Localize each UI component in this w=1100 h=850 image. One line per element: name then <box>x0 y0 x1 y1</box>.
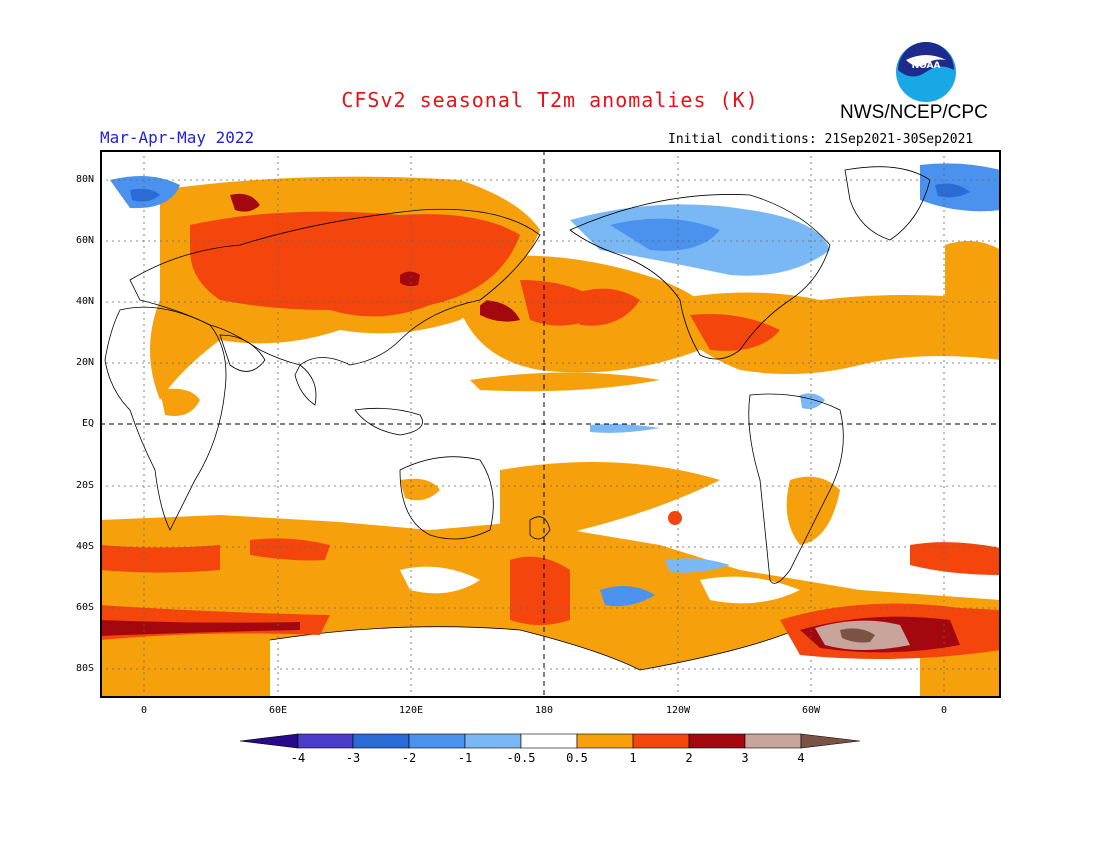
lat-label: 80N <box>75 174 94 185</box>
coastlines <box>104 166 931 584</box>
map-frame <box>100 150 1001 698</box>
colorbar-cell <box>408 733 466 749</box>
noaa-logo: NOAA <box>896 42 956 102</box>
lat-label: 60S <box>75 602 94 613</box>
colorbar-cell <box>576 733 634 749</box>
equator-dateline <box>100 150 1001 698</box>
lat-label: 40N <box>75 296 94 307</box>
colorbar-cell-gt4 <box>800 733 861 749</box>
season-label: Mar-Apr-May 2022 <box>100 128 255 147</box>
lat-label: 40S <box>75 541 94 552</box>
colorbar-cell <box>520 733 578 749</box>
colorbar <box>240 733 861 749</box>
lat-label: 80S <box>75 663 94 674</box>
colorbar-cell <box>744 733 802 749</box>
colorbar-label: -0.5 <box>506 751 536 765</box>
colorbar-cell-lt-neg4 <box>240 733 299 749</box>
colorbar-cell <box>688 733 746 749</box>
lon-label: 120E <box>398 705 424 716</box>
colorbar-label: 2 <box>685 751 693 765</box>
colorbar-label: 3 <box>741 751 749 765</box>
colorbar-label: -3 <box>345 751 361 765</box>
colorbar-label: -2 <box>401 751 417 765</box>
lat-label: EQ <box>81 418 94 429</box>
lat-label: 20N <box>75 357 94 368</box>
colorbar-label: 0.5 <box>566 751 588 765</box>
lon-label: 60W <box>801 705 821 716</box>
colorbar-label: 1 <box>629 751 637 765</box>
anomaly-map <box>100 150 1001 698</box>
map-title: CFSv2 seasonal T2m anomalies (K) <box>341 88 759 112</box>
anomaly-fields <box>100 163 1001 698</box>
lon-label: 60E <box>268 705 288 716</box>
lon-label: 0 <box>140 705 148 716</box>
colorbar-label: -4 <box>290 751 306 765</box>
colorbar-label: -1 <box>457 751 473 765</box>
graticule <box>100 150 1001 698</box>
colorbar-cell <box>464 733 522 749</box>
lat-label: 60N <box>75 235 94 246</box>
lon-label: 120W <box>665 705 691 716</box>
org-label: NWS/NCEP/CPC <box>840 102 988 123</box>
colorbar-cell <box>297 733 354 749</box>
colorbar-cell <box>632 733 690 749</box>
lon-label: 0 <box>940 705 948 716</box>
lon-label: 180 <box>534 705 554 716</box>
lat-label: 20S <box>75 480 94 491</box>
colorbar-cell <box>352 733 410 749</box>
noaa-logo-text: NOAA <box>912 61 941 71</box>
initial-conditions-label: Initial conditions: 21Sep2021-30Sep2021 <box>668 132 974 147</box>
colorbar-label: 4 <box>797 751 805 765</box>
